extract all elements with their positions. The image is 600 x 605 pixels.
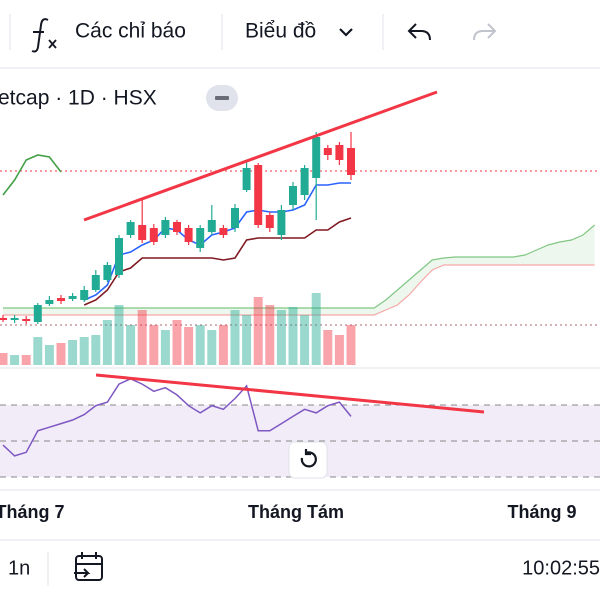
volume-bar bbox=[288, 307, 298, 365]
indicator-line bbox=[2, 154, 62, 196]
volume-bar bbox=[311, 293, 321, 365]
candle-body bbox=[254, 165, 263, 225]
rsi-line bbox=[2, 377, 352, 457]
candle-body bbox=[45, 300, 54, 304]
volume-bar bbox=[253, 297, 263, 365]
volume-bar bbox=[334, 335, 344, 365]
volume-bar bbox=[184, 327, 194, 365]
volume-bar bbox=[33, 337, 43, 365]
volume-bar bbox=[300, 315, 310, 365]
volume-bar bbox=[114, 305, 124, 365]
candle-body bbox=[196, 228, 205, 248]
candle-body bbox=[33, 305, 42, 322]
volume-bar bbox=[21, 355, 31, 365]
candle-body bbox=[289, 186, 297, 205]
indicator-line bbox=[83, 182, 351, 301]
volume-bar bbox=[56, 343, 66, 365]
candle-body bbox=[68, 296, 77, 299]
candle-body bbox=[57, 298, 65, 301]
symbol-title: etcap · 1D · HSX bbox=[0, 87, 157, 110]
volume-bar bbox=[68, 340, 78, 365]
candle-body bbox=[312, 137, 321, 178]
minus-icon bbox=[215, 96, 229, 100]
volume-bar bbox=[102, 320, 112, 365]
chart-type-button[interactable]: Biểu đồ bbox=[245, 20, 316, 43]
volume-bar bbox=[230, 310, 240, 365]
redo[interactable] bbox=[473, 23, 497, 41]
range-button[interactable]: 1n bbox=[8, 557, 30, 579]
candle-body bbox=[207, 220, 216, 232]
volume-bar bbox=[207, 330, 217, 365]
candle-body bbox=[335, 145, 344, 160]
candle-body bbox=[115, 238, 123, 275]
volume-bar bbox=[79, 337, 89, 365]
indicators-button[interactable]: Các chỉ báo bbox=[75, 20, 186, 43]
candle-body bbox=[80, 290, 89, 300]
candle-body bbox=[103, 265, 112, 280]
volume-bar bbox=[195, 325, 205, 365]
x-tick-label: Tháng Tám bbox=[248, 502, 344, 522]
clock: 10:02:55 bbox=[522, 557, 600, 579]
candle-body bbox=[22, 319, 31, 321]
volume-bar bbox=[323, 330, 333, 365]
candle-body bbox=[219, 228, 228, 235]
candle-body bbox=[91, 275, 100, 290]
volume-bar bbox=[0, 353, 8, 365]
undo[interactable] bbox=[407, 23, 431, 41]
volume-bar bbox=[265, 305, 275, 365]
cloud-span-b bbox=[3, 264, 595, 316]
volume-bar bbox=[346, 325, 356, 365]
volume-bar bbox=[242, 315, 252, 365]
volume-bar bbox=[172, 320, 182, 365]
indicator-line bbox=[83, 217, 352, 306]
candle-body bbox=[173, 222, 181, 232]
volume-bar bbox=[276, 310, 286, 365]
volume-bar bbox=[137, 310, 147, 365]
candle-body bbox=[277, 210, 286, 235]
candle-body bbox=[161, 220, 170, 235]
volume-bar bbox=[126, 325, 136, 365]
cloud-span-a bbox=[3, 224, 595, 309]
reset-button[interactable] bbox=[288, 441, 328, 479]
candle-body bbox=[300, 168, 309, 195]
volume-bar bbox=[91, 335, 101, 365]
volume-bar bbox=[160, 330, 170, 365]
candle-body bbox=[242, 168, 251, 190]
fx-icon-x bbox=[48, 39, 57, 49]
volume-bar bbox=[10, 355, 20, 365]
candle-body bbox=[149, 228, 158, 242]
calendar-frame bbox=[75, 555, 103, 581]
candle-body bbox=[10, 318, 19, 320]
toolbar: Các chỉ báo Biểu đồ bbox=[9, 14, 497, 53]
candle-body bbox=[0, 318, 7, 320]
chevron[interactable] bbox=[339, 28, 353, 37]
volume-bar bbox=[218, 325, 228, 365]
candle-body bbox=[265, 215, 274, 228]
candle-body bbox=[323, 148, 332, 155]
candle-body bbox=[231, 208, 239, 228]
fx-icon[interactable] bbox=[31, 18, 49, 53]
x-tick-label: Tháng 7 bbox=[0, 502, 65, 522]
candle-body bbox=[347, 148, 355, 175]
trendline[interactable] bbox=[83, 90, 438, 222]
x-tick-label: Tháng 9 bbox=[507, 502, 576, 522]
candle-body bbox=[126, 222, 135, 235]
volume-bar bbox=[149, 325, 159, 365]
volume-bar bbox=[44, 345, 54, 365]
trendline[interactable] bbox=[95, 373, 485, 414]
calendar-icon[interactable] bbox=[74, 552, 103, 581]
plot bbox=[0, 132, 595, 457]
reset-icon bbox=[300, 449, 317, 468]
candle-body bbox=[184, 228, 193, 242]
candle-body bbox=[138, 225, 147, 240]
calendar-lines bbox=[74, 552, 102, 578]
